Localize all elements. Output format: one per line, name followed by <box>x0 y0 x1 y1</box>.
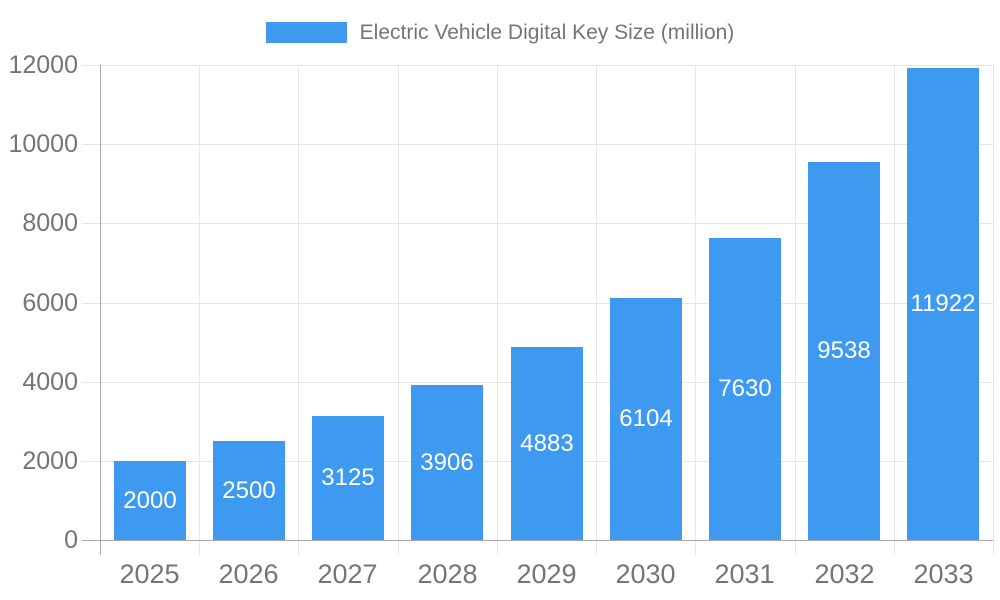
gridline-vertical <box>695 65 696 555</box>
bar[interactable]: 3125 <box>312 416 384 540</box>
gridline-vertical <box>795 65 796 555</box>
bar-value-label: 4883 <box>520 429 574 457</box>
x-tick-label: 2032 <box>814 559 875 589</box>
gridline-vertical <box>596 65 597 555</box>
y-tick-label: 0 <box>64 526 78 554</box>
bar-value-label: 3125 <box>321 464 375 491</box>
bar[interactable]: 9538 <box>808 162 880 540</box>
bar-value-label: 6104 <box>619 405 673 432</box>
bar-value-label: 2500 <box>222 476 276 504</box>
bar-value-label: 7630 <box>718 375 772 402</box>
gridline-vertical <box>298 65 299 555</box>
gridline-vertical <box>398 65 399 555</box>
legend-item[interactable]: Electric Vehicle Digital Key Size (milli… <box>265 21 735 44</box>
bar[interactable]: 2000 <box>114 461 186 540</box>
legend-swatch-icon <box>265 22 347 43</box>
gridline-vertical <box>497 65 498 555</box>
x-tick-label: 2030 <box>615 559 676 589</box>
gridline-vertical <box>894 65 895 555</box>
bar-value-label: 9538 <box>817 337 871 364</box>
x-tick-label: 2031 <box>714 559 775 589</box>
bar[interactable]: 7630 <box>709 238 781 540</box>
bar-value-label: 3906 <box>420 448 474 476</box>
bar[interactable]: 4883 <box>511 347 583 540</box>
bar[interactable]: 2500 <box>213 441 285 540</box>
bar[interactable]: 11922 <box>907 68 979 540</box>
bar[interactable]: 6104 <box>610 298 682 540</box>
bar-value-label: 11922 <box>910 290 976 317</box>
y-tick-label: 6000 <box>22 289 78 317</box>
x-tick-label: 2033 <box>913 559 974 589</box>
x-tick-label: 2028 <box>417 559 478 589</box>
bar-value-label: 2000 <box>123 486 177 514</box>
x-tick-label: 2029 <box>516 559 577 589</box>
gridline-horizontal <box>82 65 993 66</box>
legend-label: Electric Vehicle Digital Key Size (milli… <box>359 21 735 44</box>
y-tick-label: 4000 <box>22 368 78 396</box>
x-axis-line <box>82 540 993 541</box>
x-tick-label: 2027 <box>317 559 378 589</box>
y-tick-label: 8000 <box>22 209 78 237</box>
gridline-horizontal <box>82 144 993 145</box>
y-tick-label: 12000 <box>8 51 78 79</box>
y-axis-line <box>100 65 101 555</box>
y-tick-label: 2000 <box>22 447 78 475</box>
gridline-vertical <box>199 65 200 555</box>
y-tick-label: 10000 <box>8 130 78 158</box>
chart-legend: Electric Vehicle Digital Key Size (milli… <box>0 12 1000 53</box>
gridline-vertical <box>993 65 994 555</box>
gridline-horizontal <box>82 303 993 304</box>
bar[interactable]: 3906 <box>411 385 483 540</box>
x-tick-label: 2025 <box>119 559 180 589</box>
gridline-horizontal <box>82 223 993 224</box>
x-tick-label: 2026 <box>218 559 279 589</box>
